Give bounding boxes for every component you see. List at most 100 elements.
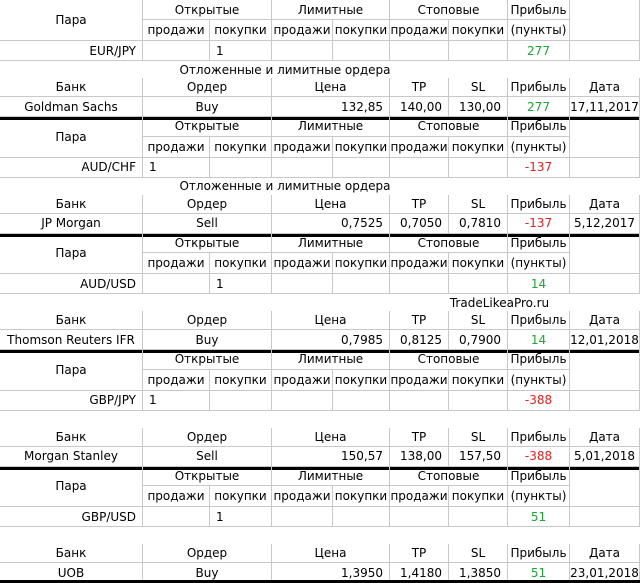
position-cell <box>272 157 333 178</box>
pair-profit: 51 <box>508 507 570 528</box>
stop-label: Стоповые <box>390 116 508 137</box>
profit-label: Прибыль <box>508 466 570 487</box>
position-cell <box>333 507 390 528</box>
order-price: 150,57 <box>272 446 390 467</box>
order-label: Ордер <box>143 544 272 564</box>
position-cell <box>449 390 508 411</box>
pair-label: Пара <box>0 116 143 158</box>
side-label: покупки <box>333 486 390 508</box>
side-label: продажи <box>272 486 333 508</box>
pair-name: AUD/USD <box>0 274 143 295</box>
side-label: продажи <box>390 20 449 41</box>
profit-label: Прибыль <box>508 427 570 447</box>
bank-label: Банк <box>0 544 143 564</box>
tp-label: TP <box>390 78 449 97</box>
order-date: 12,01,2018 <box>570 330 640 351</box>
position-cell <box>390 507 449 528</box>
open-label: Открытые <box>143 466 272 487</box>
sl-label: SL <box>449 311 508 331</box>
order-profit: 277 <box>508 97 570 117</box>
profit-unit: (пункты) <box>508 369 570 391</box>
bank-label: Банк <box>0 194 143 214</box>
bank-label: Банк <box>0 78 143 97</box>
position-cell <box>333 390 390 411</box>
position-cell <box>449 41 508 61</box>
side-label: продажи <box>143 20 210 41</box>
side-label: покупки <box>210 486 272 508</box>
side-label: продажи <box>272 20 333 41</box>
blank-cell <box>570 349 640 391</box>
side-label: продажи <box>143 486 210 508</box>
side-label: продажи <box>272 369 333 391</box>
pair-label: Пара <box>0 233 143 275</box>
bank-label: Банк <box>0 427 143 447</box>
order-label: Ордер <box>143 427 272 447</box>
order-tp: 0,7050 <box>390 213 449 234</box>
sl-label: SL <box>449 78 508 97</box>
date-label: Дата <box>570 427 640 447</box>
side-label: продажи <box>390 136 449 158</box>
side-label: покупки <box>449 20 508 41</box>
tp-label: TP <box>390 544 449 564</box>
side-label: покупки <box>210 369 272 391</box>
position-cell <box>210 390 272 411</box>
order-bank: Thomson Reuters IFR <box>0 330 143 351</box>
order-bank: Morgan Stanley <box>0 446 143 467</box>
side-label: продажи <box>143 136 210 158</box>
blank-cell <box>570 466 640 508</box>
side-label: покупки <box>449 486 508 508</box>
order-sl: 130,00 <box>449 97 508 117</box>
pair-name: AUD/CHF <box>0 157 143 178</box>
blank-cell <box>570 41 640 61</box>
order-label: Ордер <box>143 311 272 331</box>
position-cell: 1 <box>210 507 272 528</box>
order-sl: 0,7810 <box>449 213 508 234</box>
date-label: Дата <box>570 311 640 331</box>
profit-unit: (пункты) <box>508 486 570 508</box>
date-label: Дата <box>570 78 640 97</box>
open-label: Открытые <box>143 233 272 254</box>
blank-cell <box>570 116 640 158</box>
profit-label: Прибыль <box>508 349 570 370</box>
separator <box>0 350 640 354</box>
position-cell <box>390 41 449 61</box>
limit-label: Лимитные <box>272 233 390 254</box>
pair-label: Пара <box>0 466 143 508</box>
position-cell <box>333 274 390 295</box>
price-label: Цена <box>272 544 390 564</box>
blank-cell <box>570 157 640 178</box>
profit-unit: (пункты) <box>508 20 570 41</box>
order-price: 132,85 <box>272 97 390 117</box>
pair-name: GBP/JPY <box>0 390 143 411</box>
order-order: Sell <box>143 446 272 467</box>
price-label: Цена <box>272 311 390 331</box>
order-date: 5,12,2017 <box>570 213 640 234</box>
sl-label: SL <box>449 194 508 214</box>
profit-label: Прибыль <box>508 0 570 20</box>
price-label: Цена <box>272 427 390 447</box>
blank-cell <box>570 507 640 528</box>
stop-label: Стоповые <box>390 466 508 487</box>
position-cell <box>390 390 449 411</box>
profit-unit: (пункты) <box>508 253 570 275</box>
side-label: продажи <box>390 253 449 275</box>
position-cell: 1 <box>210 41 272 61</box>
side-label: покупки <box>333 253 390 275</box>
separator <box>0 117 640 120</box>
limit-label: Лимитные <box>272 466 390 487</box>
profit-unit: (пункты) <box>508 136 570 158</box>
tp-label: TP <box>390 311 449 331</box>
side-label: продажи <box>272 253 333 275</box>
order-profit: 14 <box>508 330 570 351</box>
side-label: покупки <box>333 136 390 158</box>
order-price: 0,7525 <box>272 213 390 234</box>
order-order: Sell <box>143 213 272 234</box>
limit-label: Лимитные <box>272 116 390 137</box>
blank-cell <box>570 0 640 41</box>
side-label: покупки <box>449 136 508 158</box>
pair-profit: 14 <box>508 274 570 295</box>
position-cell <box>143 507 210 528</box>
pair-label: Пара <box>0 349 143 391</box>
side-label: продажи <box>390 369 449 391</box>
